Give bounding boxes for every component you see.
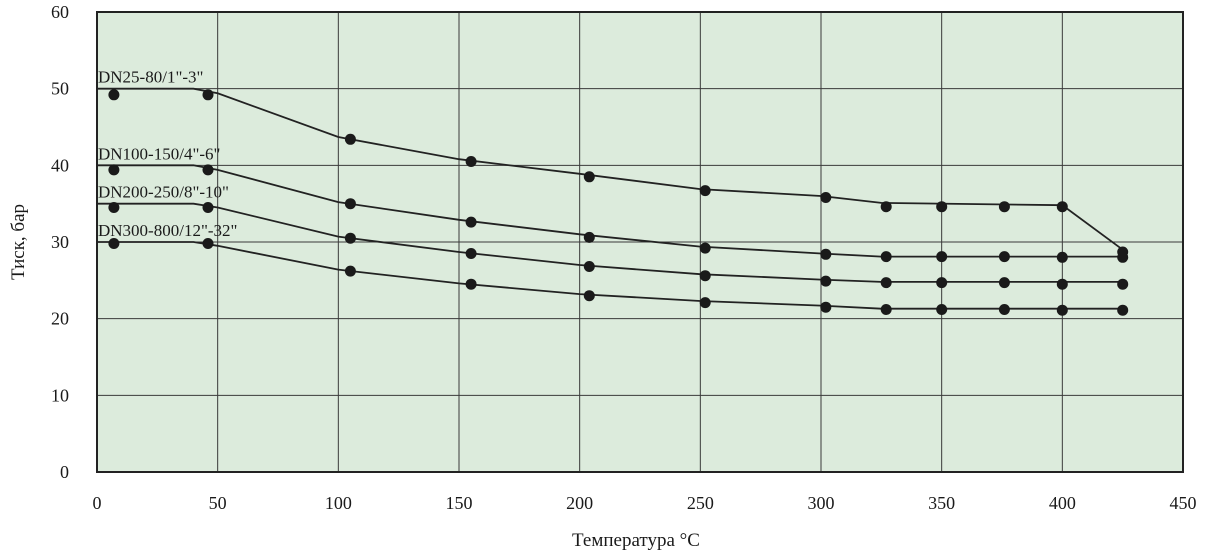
series-label: DN300-800/12"-32" xyxy=(98,221,237,240)
series-3: DN200-250/8"-10" xyxy=(97,183,1129,290)
data-point xyxy=(936,201,948,213)
data-point xyxy=(202,164,214,176)
data-point xyxy=(880,277,892,289)
x-tick-label: 450 xyxy=(1170,493,1197,513)
data-point xyxy=(699,270,711,282)
y-tick-label: 10 xyxy=(51,385,69,405)
data-point xyxy=(820,192,832,203)
data-point xyxy=(344,265,356,277)
data-point xyxy=(1056,278,1068,290)
data-point xyxy=(465,156,477,167)
x-tick-label: 100 xyxy=(325,493,352,513)
data-point xyxy=(1117,278,1129,290)
x-tick-label: 250 xyxy=(687,493,714,513)
data-point xyxy=(344,133,356,145)
data-point xyxy=(998,251,1010,263)
data-point xyxy=(820,275,832,287)
y-tick-label: 60 xyxy=(51,2,69,22)
plot-frame xyxy=(96,11,1184,473)
series-4: DN300-800/12"-32" xyxy=(97,221,1129,316)
data-point xyxy=(699,185,711,197)
data-point xyxy=(202,202,214,213)
data-point xyxy=(108,164,120,176)
series-2: DN100-150/4"-6" xyxy=(97,144,1129,263)
data-point xyxy=(583,231,595,243)
x-tick-label: 200 xyxy=(566,493,593,513)
data-point xyxy=(202,89,214,101)
tick-labels: 0 50 100 150 200 250 300 350 400 450 0 10 20 30 40 50 60 xyxy=(51,2,1197,513)
data-point xyxy=(936,251,948,263)
data-point xyxy=(1117,304,1129,316)
data-point xyxy=(880,304,892,315)
series-label: DN25-80/1"-3" xyxy=(98,68,203,87)
data-point xyxy=(998,277,1010,289)
data-point xyxy=(820,301,832,313)
data-point xyxy=(1056,251,1068,263)
data-point xyxy=(583,261,595,272)
x-tick-label: 0 xyxy=(93,493,102,513)
data-point xyxy=(880,251,892,263)
data-point xyxy=(936,304,948,315)
series-label: DN100-150/4"-6" xyxy=(98,144,220,163)
data-point xyxy=(936,277,948,289)
x-tick-label: 350 xyxy=(928,493,955,513)
data-point xyxy=(699,242,711,254)
data-point xyxy=(880,201,892,213)
data-point xyxy=(465,216,477,228)
x-tick-label: 400 xyxy=(1049,493,1076,513)
series-1: DN25-80/1"-3" xyxy=(97,68,1129,258)
data-point xyxy=(998,201,1010,213)
series-label: DN200-250/8"-10" xyxy=(98,183,229,202)
x-tick-label: 300 xyxy=(808,493,835,513)
y-tick-label: 40 xyxy=(51,155,69,175)
data-point xyxy=(202,238,214,249)
data-point xyxy=(1117,251,1129,263)
y-tick-label: 20 xyxy=(51,309,69,329)
y-axis-label: Тиск, бар xyxy=(8,204,29,280)
y-tick-label: 0 xyxy=(60,462,69,482)
data-point xyxy=(699,297,711,309)
x-axis-label: Температура °C xyxy=(572,530,700,551)
data-point xyxy=(344,198,356,210)
data-point xyxy=(108,238,120,249)
y-tick-label: 50 xyxy=(51,79,69,99)
series-group: DN25-80/1"-3" DN100-150/4"-6" DN200-250/8"… xyxy=(97,68,1129,316)
data-point xyxy=(465,278,477,290)
x-tick-label: 50 xyxy=(209,493,227,513)
x-tick-label: 150 xyxy=(446,493,473,513)
data-point xyxy=(583,171,595,183)
data-point xyxy=(820,248,832,260)
data-point xyxy=(108,89,120,101)
data-point xyxy=(1056,201,1068,213)
data-point xyxy=(344,232,356,244)
grid xyxy=(97,12,1183,472)
y-tick-label: 30 xyxy=(51,232,69,252)
data-point xyxy=(583,290,595,302)
data-point xyxy=(465,248,477,259)
data-point xyxy=(108,202,120,213)
data-point xyxy=(998,304,1010,315)
data-point xyxy=(1056,304,1068,316)
